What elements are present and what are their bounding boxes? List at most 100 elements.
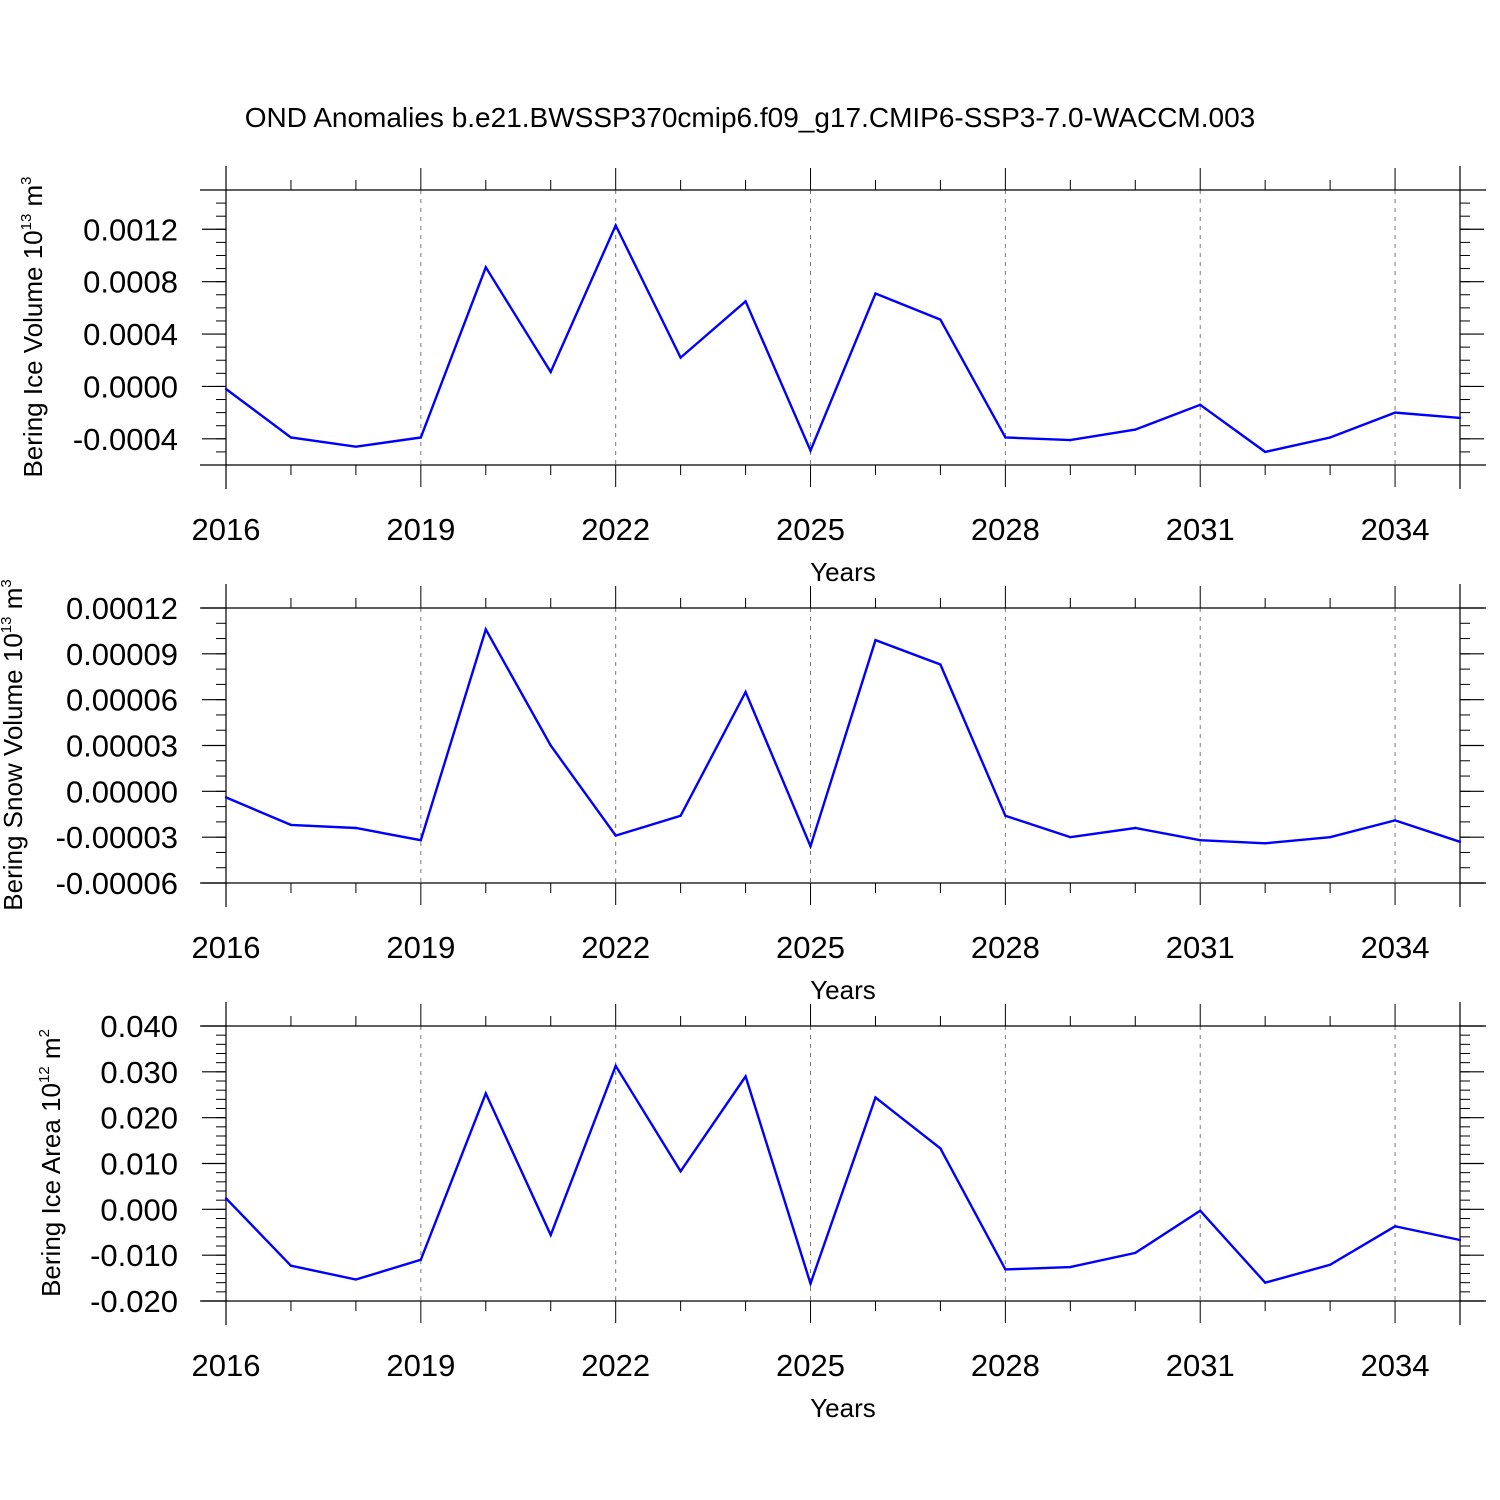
y-tick-label: -0.0004 xyxy=(73,422,178,457)
x-tick-label: 2028 xyxy=(971,512,1040,547)
y-axis-label-text: Bering Ice Area 10 xyxy=(36,1083,66,1297)
data-point xyxy=(614,224,617,227)
x-tick-label: 2025 xyxy=(776,1348,845,1383)
data-point xyxy=(419,839,423,842)
data-point xyxy=(1134,1251,1137,1255)
data-point xyxy=(549,370,552,374)
data-point xyxy=(744,690,747,694)
data-point xyxy=(939,1147,942,1150)
x-tick-label: 2022 xyxy=(581,930,650,965)
data-point xyxy=(289,823,293,827)
x-tick-label: 2034 xyxy=(1361,1348,1430,1383)
y-tick-label: 0.00003 xyxy=(66,729,178,764)
data-point xyxy=(939,318,942,321)
data-point xyxy=(1328,835,1332,839)
data-point xyxy=(224,796,228,799)
y-tick-label: 0.0000 xyxy=(83,369,178,404)
x-axis-label: Years xyxy=(810,557,876,587)
data-point xyxy=(874,638,877,642)
x-tick-label: 2019 xyxy=(386,1348,455,1383)
data-point xyxy=(679,356,682,359)
data-point xyxy=(679,814,682,817)
x-tick-label: 2016 xyxy=(192,930,261,965)
data-point xyxy=(1199,403,1202,406)
data-point xyxy=(1328,1263,1332,1266)
y-axis-label-superscript: 3 xyxy=(18,176,35,184)
data-point xyxy=(1393,819,1397,822)
y-tick-label: 0.020 xyxy=(100,1101,178,1136)
data-point xyxy=(1263,842,1267,845)
x-axis-label: Years xyxy=(810,975,876,1005)
data-point xyxy=(744,300,747,303)
data-point xyxy=(1134,428,1137,431)
data-point xyxy=(1458,416,1462,420)
y-axis-label-text: m xyxy=(0,588,28,617)
y-tick-label: -0.010 xyxy=(90,1238,178,1273)
x-tick-label: 2034 xyxy=(1361,512,1430,547)
data-point xyxy=(939,663,942,666)
x-tick-label: 2031 xyxy=(1166,512,1235,547)
data-point xyxy=(224,387,228,391)
data-point xyxy=(484,628,487,631)
x-tick-label: 2022 xyxy=(581,512,650,547)
data-point xyxy=(1393,1225,1397,1228)
data-point xyxy=(549,1233,552,1237)
y-axis-label: Bering Ice Area 1012 m2 xyxy=(36,1029,66,1297)
x-tick-label: 2025 xyxy=(776,512,845,547)
data-point xyxy=(1004,436,1007,439)
y-axis-label: Bering Ice Volume 1013 m3 xyxy=(18,176,48,477)
series-line xyxy=(225,626,1461,850)
figure-title: OND Anomalies b.e21.BWSSP370cmip6.f09_g1… xyxy=(245,102,1256,133)
x-tick-label: 2019 xyxy=(386,512,455,547)
y-tick-label: 0.00000 xyxy=(66,774,178,809)
x-tick-label: 2028 xyxy=(971,1348,1040,1383)
y-tick-label: 0.00009 xyxy=(66,637,178,672)
data-point xyxy=(1004,1268,1007,1271)
data-point xyxy=(1199,839,1202,842)
y-axis-label-superscript: 12 xyxy=(36,1066,53,1083)
data-point xyxy=(1393,411,1397,414)
data-point xyxy=(419,436,423,439)
data-point xyxy=(809,845,812,848)
data-point xyxy=(419,1258,423,1261)
series-line xyxy=(225,1063,1461,1288)
x-tick-label: 2031 xyxy=(1166,930,1235,965)
y-tick-label: 0.0012 xyxy=(83,212,178,247)
y-tick-label: 0.000 xyxy=(100,1192,178,1227)
y-axis-label-superscript: 2 xyxy=(36,1029,53,1037)
data-point xyxy=(1263,1281,1267,1284)
series-line xyxy=(225,222,1461,454)
y-axis-label-text: Bering Snow Volume 10 xyxy=(0,633,28,911)
data-point xyxy=(809,1282,812,1285)
data-point xyxy=(874,292,877,295)
data-point xyxy=(354,445,358,448)
data-point xyxy=(1328,436,1332,439)
y-tick-label: 0.0004 xyxy=(83,317,178,352)
y-tick-label: -0.00006 xyxy=(56,866,178,901)
data-point xyxy=(744,1075,747,1078)
data-point xyxy=(614,834,617,837)
data-point xyxy=(484,1092,487,1095)
panel-ice-volume: -0.0004 0.0000 0.0004 0.0008 0.0012 2016 2019 2… xyxy=(18,166,1486,587)
x-tick-label: 2019 xyxy=(386,930,455,965)
y-tick-label: 0.00006 xyxy=(66,683,178,718)
y-axis-label-superscript: 13 xyxy=(18,214,35,231)
y-axis-label-text: m xyxy=(18,185,48,214)
data-point xyxy=(1199,1209,1202,1212)
data-point xyxy=(354,1278,358,1281)
data-point xyxy=(874,1096,877,1099)
data-point xyxy=(484,266,487,269)
y-tick-label: 0.030 xyxy=(100,1055,178,1090)
data-point xyxy=(614,1064,617,1068)
data-point xyxy=(1458,840,1462,843)
y-tick-label: 0.00012 xyxy=(66,591,178,626)
y-tick-label: -0.00003 xyxy=(56,820,178,855)
y-axis-label: Bering Snow Volume 1013 m3 xyxy=(0,579,28,910)
x-tick-label: 2034 xyxy=(1361,930,1430,965)
x-tick-label: 2031 xyxy=(1166,1348,1235,1383)
data-point xyxy=(1458,1238,1462,1242)
data-point xyxy=(1263,450,1267,454)
x-tick-label: 2016 xyxy=(192,512,261,547)
panel-snow-volume: -0.00006 -0.00003 0.00000 0.00003 0.00006 0.0… xyxy=(0,579,1486,1005)
data-point xyxy=(1134,826,1137,830)
